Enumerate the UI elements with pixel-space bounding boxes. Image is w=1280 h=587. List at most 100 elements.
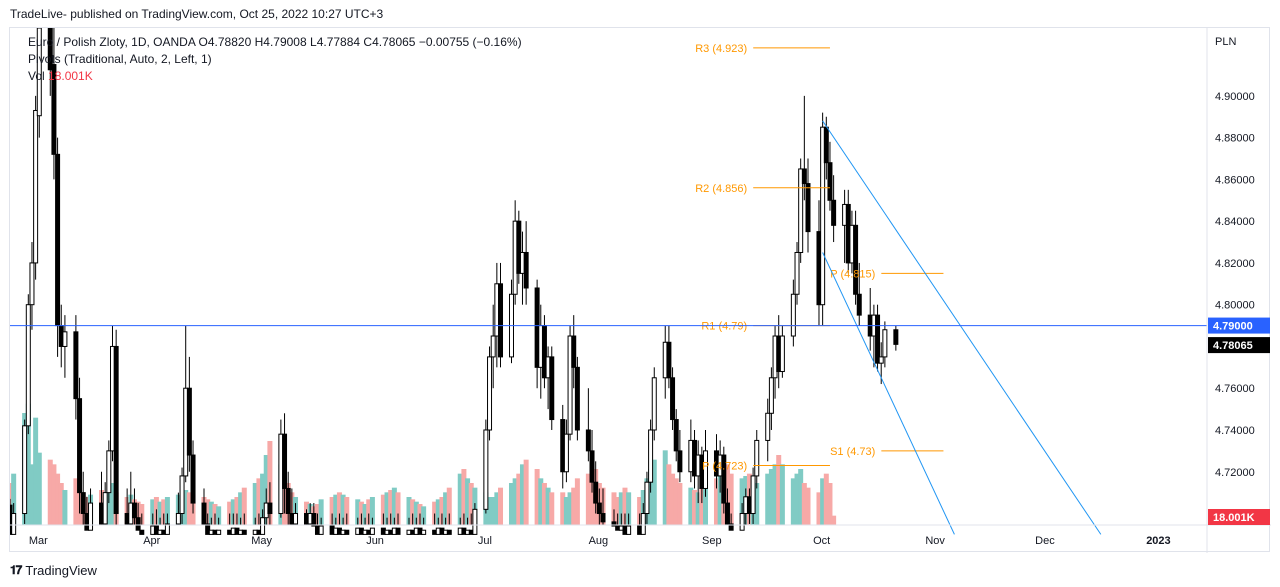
volume-bar [432,501,438,525]
candle-body [801,168,807,185]
volume-bar [677,483,683,525]
candle-body [47,28,53,71]
volume-bar [256,478,262,525]
volume-bar [772,464,778,525]
volume-indicator-label[interactable]: Vol [28,69,45,83]
candle-body [446,529,452,535]
last-price-tag-bg [1208,317,1270,334]
candle-body [201,502,207,525]
chart-frame[interactable]: R3 (4.923) R2 (4.856) P (4.815) R1 (4.79) S1… [9,27,1271,553]
volume-bar [186,492,192,525]
candle-body [677,450,683,473]
volume-bar [622,487,628,525]
x-tick-label: Sep [702,535,722,547]
candle-body [567,335,573,435]
y-tick-label: 4.72000 [1215,467,1255,479]
candle-body [483,429,489,510]
volume-bar [150,499,156,525]
candle-body [724,502,730,525]
volume-bar [637,497,643,525]
volume-bar [765,473,771,525]
candle-body [666,341,672,379]
volume-bar [457,473,463,525]
y-tick-label: 4.76000 [1215,383,1255,395]
volume-bar [516,473,522,525]
candle-body [179,475,185,515]
footer-brand[interactable]: 𝟏𝟕 TradingView [10,563,97,578]
candles-layer [10,28,899,535]
symbol-name[interactable]: Euro / Polish Zloty, 1D, OANDA [28,35,196,49]
candle-body [344,529,350,535]
chart-canvas[interactable]: R3 (4.923) R2 (4.856) P (4.815) R1 (4.79) S1… [10,28,1271,553]
candle-body [29,262,35,306]
y-tick-label: 4.82000 [1215,258,1255,270]
volume-bar [768,469,774,525]
volume-bar [776,455,782,525]
candle-body [589,450,595,483]
candle-body [51,64,57,155]
candle-body [77,398,83,494]
volume-bar [523,459,529,525]
candle-body [644,481,650,515]
volume-bar [567,492,573,525]
open-label: O [198,35,208,49]
volume-bar [216,506,222,525]
footer-brand-label: TradingView [25,563,97,578]
candle-body [36,28,42,117]
volume-bar [11,473,17,525]
y-tick-label: 4.86000 [1215,174,1255,186]
volume-bar [831,515,837,525]
volume-bar [541,483,547,525]
volume-bar [820,478,826,525]
candle-body [88,502,94,531]
volume-bar [47,459,53,525]
candle-body [190,454,196,504]
volume-bar [73,478,79,525]
volume-bar [33,417,39,525]
volume-bar [801,483,807,525]
volume-bar [421,506,427,525]
volume-bar [618,492,624,525]
volume-bar [413,501,419,525]
candle-body [421,529,427,535]
volume-bar [794,473,800,525]
volume-bar [362,504,368,525]
volume-bar [395,492,401,525]
candle-body [241,529,247,535]
volume-bar [816,492,822,525]
volume-bar [164,497,170,525]
volume-bar [234,497,240,525]
volume-bar [739,478,745,525]
current-price-tag: 4.78065 [1213,340,1253,352]
low-value: 4.77884 [316,35,361,49]
legend-volume-row[interactable]: Vol 18.001K [28,68,93,85]
volume-bar [827,483,833,525]
candle-body [790,293,796,337]
volume-bar [695,492,701,525]
volume-bar [494,492,500,525]
volume-bar [25,403,31,525]
open-value: 4.78820 [207,35,252,49]
candle-body [585,429,591,452]
volume-bar [410,499,416,525]
volume-bar [62,490,68,525]
legend-pivots-row[interactable]: Pivots (Traditional, Auto, 2, Left, 1) [28,51,212,68]
legend-symbol-row: Euro / Polish Zloty, 1D, OANDA O4.78820 … [28,34,522,51]
pivots-indicator-label[interactable]: Pivots (Traditional, Auto, 2, Left, 1) [28,52,212,66]
candle-body [640,513,646,535]
x-tick-label: May [251,535,272,547]
candle-body [55,153,61,327]
candle-body [882,329,888,358]
candle-body [823,126,829,164]
current-price-tag-bg [1208,337,1270,354]
candle-body [750,475,756,515]
volume-bar [51,464,57,525]
volume-bar [779,464,785,525]
candle-body [135,517,141,531]
candle-body [798,168,804,253]
trendline [822,120,1102,535]
volume-bar [384,492,390,525]
volume-bar [754,483,760,525]
x-tick-label: Dec [1035,535,1055,547]
candle-body [596,502,602,515]
